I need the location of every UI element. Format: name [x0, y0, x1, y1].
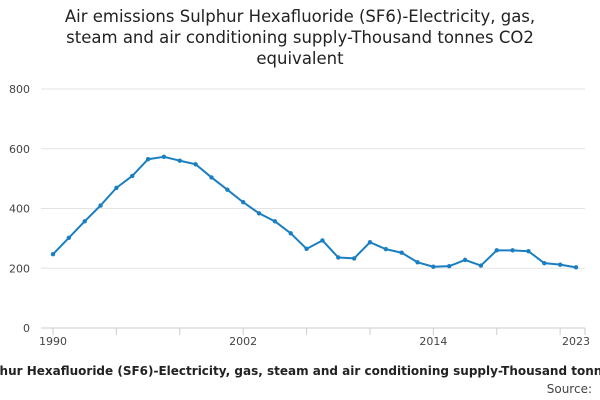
chart-title-line-3: equivalent	[256, 49, 344, 68]
chart-title: Air emissions Sulphur Hexafluoride (SF6)…	[20, 6, 580, 69]
data-point-2011	[383, 246, 389, 252]
data-point-2012	[399, 250, 404, 255]
legend: Air emissions Sulphur Hexafluoride (SF6)…	[0, 364, 600, 382]
data-point-1992	[82, 219, 87, 224]
data-point-1995	[130, 173, 135, 179]
data-point-2003	[256, 211, 262, 216]
data-point-2008	[336, 255, 341, 260]
x-tick-label-1990: 1990	[39, 335, 67, 348]
data-point-1990	[50, 252, 56, 257]
data-point-2015	[447, 263, 452, 269]
data-point-2007	[320, 238, 325, 243]
data-point-1994	[114, 185, 119, 191]
data-point-1999	[193, 162, 198, 167]
y-tick-label-600: 600	[9, 143, 30, 156]
data-point-2002	[240, 200, 246, 205]
data-point-2017	[478, 263, 484, 268]
data-point-1993	[98, 203, 103, 208]
data-point-2023	[573, 265, 579, 270]
data-point-2004	[272, 219, 278, 224]
data-series	[50, 154, 579, 270]
series-line-0	[52, 155, 577, 269]
x-tick-label-2014: 2014	[419, 335, 447, 348]
data-point-1991	[66, 235, 72, 240]
data-point-1998	[177, 158, 182, 163]
data-point-2001	[225, 187, 230, 192]
y-tick-label-800: 800	[9, 83, 30, 96]
data-point-2013	[415, 260, 420, 265]
chart-title-line-1: Air emissions Sulphur Hexafluoride (SF6)…	[64, 7, 536, 26]
data-point-2009	[351, 256, 357, 261]
axes: 0 200 400 600 800 1990 2002 2014 2023	[9, 83, 590, 348]
legend-label: Air emissions Sulphur Hexafluoride (SF6)…	[0, 364, 600, 378]
data-point-2019	[510, 248, 515, 253]
data-point-1996	[145, 157, 151, 162]
x-tick-label-2002: 2002	[229, 335, 257, 348]
data-point-2005	[288, 231, 293, 236]
data-point-2022	[557, 262, 563, 267]
data-point-2014	[431, 264, 436, 269]
data-point-2016	[462, 257, 468, 263]
y-tick-label-200: 200	[9, 262, 30, 275]
y-tick-label-0: 0	[23, 322, 30, 335]
data-point-2010	[367, 240, 373, 245]
y-tick-label-400: 400	[9, 203, 30, 216]
data-point-2006	[304, 246, 309, 252]
data-point-2018	[494, 248, 499, 253]
data-point-2020	[526, 249, 531, 254]
chart-title-line-2: steam and air conditioning supply-Thousa…	[66, 28, 534, 47]
gridlines	[41, 88, 585, 269]
data-point-2000	[209, 175, 214, 180]
x-tick-label-2023: 2023	[562, 335, 590, 348]
data-point-1997	[161, 154, 167, 160]
source-label: Source:	[546, 382, 592, 396]
data-point-2021	[542, 260, 547, 266]
